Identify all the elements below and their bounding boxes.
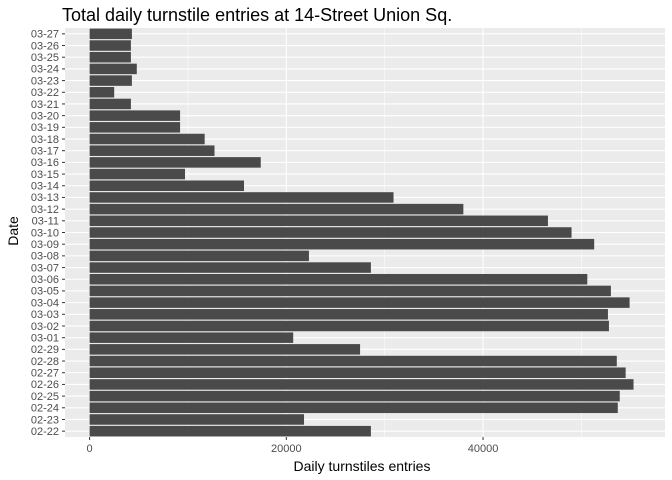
y-tick-label-02-23: 02-23	[31, 414, 59, 426]
bar-03-17	[89, 145, 215, 156]
y-tick-label-02-25: 02-25	[31, 391, 59, 403]
bar-03-14	[89, 180, 245, 192]
bar-03-07	[89, 262, 371, 273]
y-tick-label-03-24: 03-24	[31, 64, 59, 76]
bar-02-24	[89, 402, 618, 414]
bar-03-23	[89, 75, 132, 86]
y-tick-label-03-17: 03-17	[31, 146, 59, 158]
y-tick-label-03-01: 03-01	[31, 332, 59, 344]
y-tick-label-03-18: 03-18	[31, 134, 59, 146]
x-tick-label-20000: 20000	[271, 443, 302, 455]
y-tick-label-02-24: 02-24	[31, 403, 59, 415]
y-tick-label-02-29: 02-29	[31, 344, 59, 356]
bar-03-24	[89, 63, 137, 75]
y-tick-label-03-16: 03-16	[31, 157, 59, 169]
y-tick-label-02-22: 02-22	[31, 426, 59, 438]
bar-03-25	[89, 51, 131, 63]
bar-03-02	[89, 320, 609, 332]
bar-03-01	[89, 332, 294, 343]
bar-03-15	[89, 168, 185, 180]
y-tick-label-03-09: 03-09	[31, 239, 59, 251]
bar-03-22	[89, 87, 115, 98]
bar-03-26	[89, 40, 131, 51]
x-axis-title: Daily turnstiles entries	[294, 458, 431, 474]
y-tick-label-03-15: 03-15	[31, 169, 59, 181]
y-tick-label-03-26: 03-26	[31, 40, 59, 52]
y-tick-label-02-27: 02-27	[31, 368, 59, 380]
y-tick-label-03-22: 03-22	[31, 87, 59, 99]
x-tick-label-0: 0	[87, 443, 93, 455]
y-tick-label-03-27: 03-27	[31, 29, 59, 41]
y-tick-label-03-03: 03-03	[31, 309, 59, 321]
bar-03-13	[89, 192, 394, 203]
bar-03-27	[89, 28, 132, 40]
y-tick-label-03-02: 03-02	[31, 321, 59, 333]
x-tick-label-40000: 40000	[468, 443, 499, 455]
bar-02-29	[89, 344, 361, 355]
y-tick-label-03-04: 03-04	[31, 297, 59, 309]
y-tick-label-03-08: 03-08	[31, 251, 59, 263]
bar-03-08	[89, 250, 309, 262]
y-tick-labels: 02-2202-2302-2402-2502-2602-2702-2802-29…	[31, 29, 65, 438]
bar-03-19	[89, 122, 181, 133]
bars	[89, 28, 634, 437]
bar-03-04	[89, 297, 630, 308]
bar-03-20	[89, 110, 181, 121]
bar-02-23	[89, 414, 305, 425]
bar-03-11	[89, 215, 548, 227]
y-tick-label-03-13: 03-13	[31, 192, 59, 204]
chart-title: Total daily turnstile entries at 14-Stre…	[62, 5, 452, 25]
y-axis-title: Date	[5, 216, 21, 246]
y-tick-label-02-28: 02-28	[31, 356, 59, 368]
bar-03-05	[89, 285, 611, 297]
bar-03-21	[89, 98, 131, 110]
bar-03-03	[89, 309, 608, 320]
y-tick-label-03-12: 03-12	[31, 204, 59, 216]
y-tick-label-03-11: 03-11	[32, 216, 59, 228]
y-tick-label-03-23: 03-23	[31, 75, 59, 87]
bar-02-25	[89, 390, 620, 402]
bar-03-18	[89, 133, 205, 145]
bar-03-16	[89, 157, 261, 168]
bar-02-26	[89, 379, 634, 390]
y-tick-label-03-20: 03-20	[31, 110, 59, 122]
y-tick-label-03-06: 03-06	[31, 274, 59, 286]
bar-02-28	[89, 355, 617, 367]
bar-02-27	[89, 367, 626, 378]
x-tick-labels: 0 20000 40000	[87, 437, 499, 455]
y-tick-label-03-25: 03-25	[31, 52, 59, 64]
y-tick-label-03-10: 03-10	[31, 227, 59, 239]
bar-03-06	[89, 273, 588, 285]
y-tick-label-03-07: 03-07	[31, 262, 59, 274]
y-tick-label-03-21: 03-21	[31, 99, 59, 111]
bar-03-10	[89, 227, 572, 238]
bar-02-22	[89, 425, 371, 437]
bar-03-12	[89, 203, 464, 215]
y-tick-label-03-05: 03-05	[31, 286, 59, 298]
y-tick-label-02-26: 02-26	[31, 379, 59, 391]
y-tick-label-03-19: 03-19	[31, 122, 59, 134]
y-tick-label-03-14: 03-14	[31, 181, 59, 193]
bar-03-09	[89, 238, 595, 250]
